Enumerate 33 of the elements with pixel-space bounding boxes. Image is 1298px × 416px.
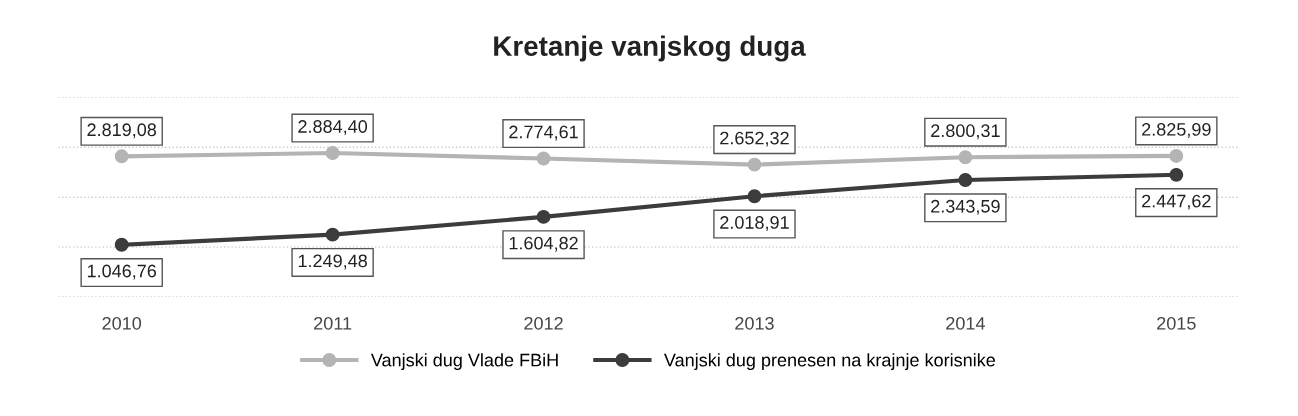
point: [536, 151, 551, 166]
point: [114, 237, 129, 252]
data-label: 2.884,40: [298, 120, 368, 136]
data-label: 2.800,31: [931, 124, 1000, 140]
point: [1169, 167, 1184, 182]
data-label: 2.343,59: [931, 199, 1000, 215]
chart-title: Kretanje vanjskog duga: [494, 35, 806, 62]
x-tick-label: 2012: [524, 316, 563, 330]
point: [747, 157, 762, 172]
x-tick-label: 2015: [1157, 316, 1196, 330]
data-label: 2.652,32: [720, 131, 789, 147]
point: [1169, 149, 1184, 163]
point: [958, 173, 973, 187]
x-tick-label: 2013: [735, 316, 774, 330]
data-label: 1.046,76: [87, 264, 157, 280]
legend-label: Vanjski dug prenesen na krajnje korisnike: [663, 353, 995, 371]
point: [325, 227, 340, 242]
x-tick-label: 2010: [102, 316, 142, 330]
point: [747, 189, 762, 204]
x-tick-label: 2014: [946, 316, 985, 330]
data-label: 2.819,08: [87, 123, 157, 139]
data-label: 2.774,61: [509, 125, 578, 141]
data-label: 1.249,48: [298, 254, 367, 270]
data-label: 2.447,62: [1142, 194, 1211, 210]
data-label: 2.825,99: [1142, 123, 1211, 138]
point: [114, 149, 129, 164]
legend-label: Vanjski dug Vlade FBiH: [370, 353, 558, 371]
data-label: 2.018,91: [720, 216, 789, 231]
point: [958, 150, 973, 165]
point: [325, 146, 340, 160]
point: [536, 209, 551, 224]
data-label: 1.604,82: [509, 236, 578, 252]
x-tick-label: 2011: [314, 316, 352, 330]
